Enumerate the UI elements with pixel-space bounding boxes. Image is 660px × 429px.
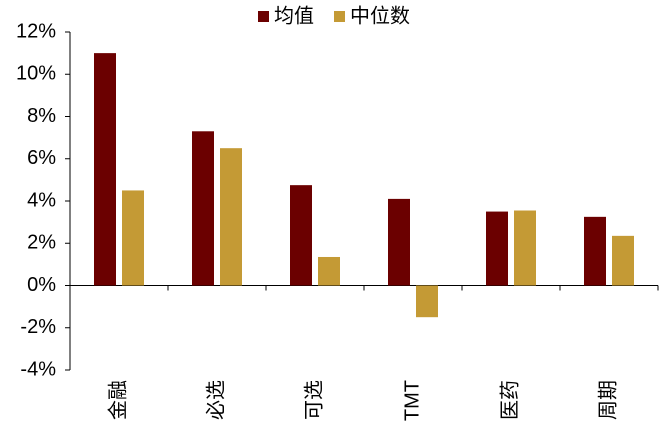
y-tick-label: 0% [27, 274, 56, 296]
legend-label: 中位数 [350, 4, 410, 27]
bar [514, 210, 536, 286]
bar [486, 211, 508, 286]
bar [612, 235, 634, 286]
legend-label: 均值 [274, 4, 314, 27]
x-tick-label: 金融 [106, 380, 129, 420]
y-tick-label: 4% [27, 189, 56, 211]
y-tick-label: 10% [16, 63, 56, 85]
y-tick-label: 8% [27, 105, 56, 127]
bar [584, 216, 606, 286]
y-tick-label: -2% [20, 316, 56, 338]
legend-swatch [258, 11, 269, 22]
x-tick-label: 周期 [597, 380, 619, 420]
x-tick-label: 必选 [204, 380, 227, 420]
bar [220, 148, 242, 286]
y-tick-label: -4% [20, 358, 56, 380]
bar [94, 53, 116, 286]
y-tick-label: 6% [27, 147, 56, 169]
x-tick-label: 可选 [302, 380, 325, 420]
x-tick-label: 医药 [498, 380, 521, 420]
y-tick-label: 2% [27, 232, 56, 254]
x-tick-label: TMT [401, 380, 423, 421]
y-tick-label: 12% [16, 20, 56, 42]
bar [122, 190, 144, 286]
bar [388, 198, 410, 286]
legend-swatch [334, 11, 345, 22]
bar [318, 256, 340, 286]
bar [290, 185, 312, 286]
bar [192, 131, 214, 286]
bar [416, 285, 438, 318]
